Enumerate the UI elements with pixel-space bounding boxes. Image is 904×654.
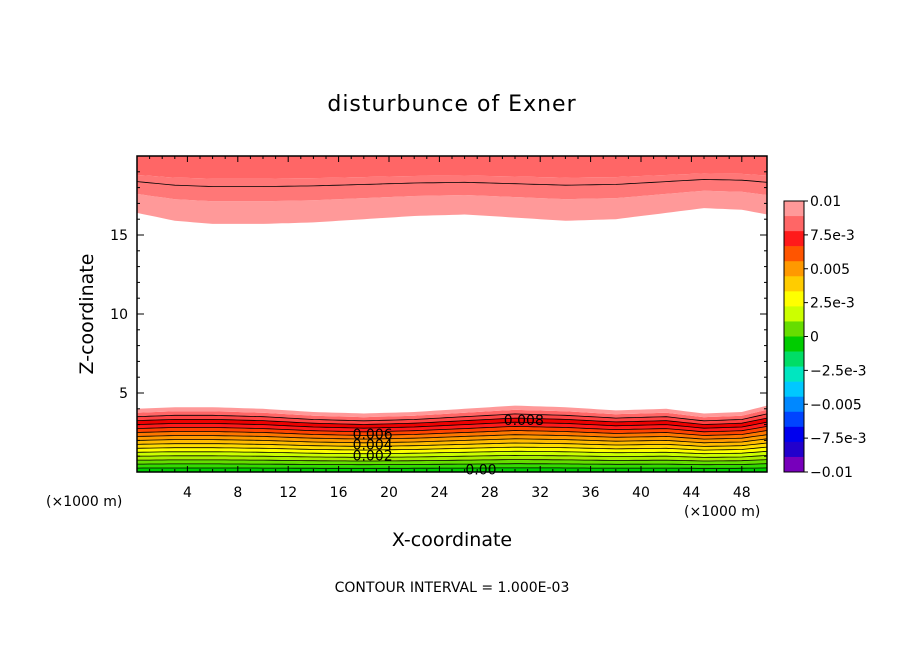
colorbar-swatch: [784, 246, 804, 262]
contour-label: 0.002: [353, 448, 393, 464]
x-axis-label: X-coordinate: [392, 529, 512, 551]
colorbar-swatch: [784, 291, 804, 307]
x-tick-label: 36: [582, 485, 600, 501]
colorbar-label: −0.005: [810, 397, 862, 413]
colorbar-swatch: [784, 261, 804, 277]
x-tick-label: 20: [380, 485, 398, 501]
contour-label: 0.008: [504, 413, 544, 429]
y-axis: 5 10 15: [110, 171, 767, 457]
x-tick-label: 8: [233, 485, 242, 501]
fill-band-upper: [137, 190, 767, 224]
colorbar-swatch: [784, 396, 804, 413]
y-axis-label: Z-coordinate: [76, 254, 98, 375]
contour-line: [137, 438, 767, 444]
contour-label: 0.004: [353, 437, 393, 453]
contour-line: [137, 463, 767, 466]
contour-line: [137, 425, 767, 433]
x-unit-left: (×1000 m): [46, 494, 122, 510]
contour-line: [137, 421, 767, 429]
x-tick-label: 40: [632, 485, 650, 501]
contour-line: [137, 417, 767, 425]
contour-interval-note: CONTOUR INTERVAL = 1.000E-03: [335, 580, 570, 596]
x-tick-label: 4: [183, 485, 192, 501]
contour-line: [137, 413, 767, 422]
contour-label: 0.006: [353, 427, 393, 443]
colorbar-swatch: [784, 276, 804, 292]
contour-line: [137, 446, 767, 451]
y-tick-label: 15: [110, 228, 128, 244]
y-tick-label: 5: [119, 386, 128, 402]
colorbar-label: −0.01: [810, 465, 853, 481]
colorbar-label: 2.5e-3: [810, 296, 855, 312]
colorbar-swatch: [784, 216, 804, 232]
colorbar: 0.01 7.5e-3 0.005 2.5e-3 0 −2.5e-3 −0.005 −7.5e…: [783, 194, 867, 481]
x-tick-label: 24: [430, 485, 448, 501]
contour-line: [137, 454, 767, 458]
colorbar-label: 7.5e-3: [810, 228, 855, 244]
contour-label: 0.00: [465, 463, 496, 479]
contour-line: [137, 179, 767, 187]
colorbar-swatch: [784, 306, 804, 322]
colorbar-label: −7.5e-3: [810, 431, 867, 447]
colorbar-swatch: [784, 426, 804, 443]
colorbar-swatch: [784, 456, 804, 473]
x-tick-label: 16: [330, 485, 348, 501]
colorbar-label: 0.005: [810, 262, 850, 278]
x-tick-label: 32: [531, 485, 549, 501]
colorbar-swatch: [784, 351, 804, 367]
colorbar-label: 0: [810, 330, 819, 346]
contour-line: [137, 430, 767, 436]
x-axis: 4 8 12 16 20 24 28 32 36 40 44 48: [149, 156, 755, 501]
colorbar-swatch: [784, 411, 804, 428]
fill-band-upper: [137, 173, 767, 202]
colorbar-swatch: [784, 336, 804, 352]
chart-title: disturbunce of Exner: [327, 92, 576, 117]
fill-band-lower: [137, 418, 767, 429]
fill-band-lower: [137, 463, 767, 469]
colorbar-swatch: [784, 441, 804, 458]
plot-area: [136, 155, 768, 473]
contour-line: [137, 459, 767, 462]
fill-band-lower: [137, 413, 767, 425]
x-unit-right: (×1000 m): [684, 504, 760, 520]
x-tick-label: 12: [279, 485, 297, 501]
colorbar-swatch: [784, 366, 804, 382]
contour-line: [137, 434, 767, 440]
fill-band-lower: [137, 405, 767, 418]
colorbar-swatch: [784, 381, 804, 398]
colorbar-label: 0.01: [810, 194, 841, 210]
colorbar-swatch: [784, 321, 804, 337]
contour-line: [137, 442, 767, 447]
x-tick-label: 48: [733, 485, 751, 501]
x-tick-label: 28: [481, 485, 499, 501]
x-tick-label: 44: [682, 485, 700, 501]
contour-line: [137, 450, 767, 455]
y-tick-label: 10: [110, 307, 128, 323]
colorbar-swatch: [784, 201, 804, 217]
fill-band-lower: [137, 426, 767, 436]
colorbar-label: −2.5e-3: [810, 363, 867, 379]
colorbar-swatch: [784, 231, 804, 247]
fill-band-upper: [137, 156, 767, 179]
